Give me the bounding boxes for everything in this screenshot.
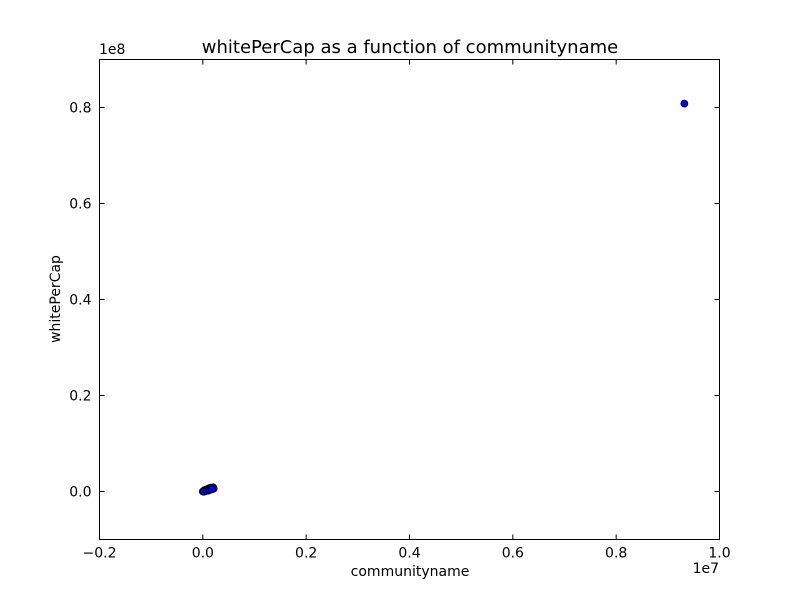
x-tick-label: 0.6 [502,546,524,562]
x-tick-label: −0.2 [83,546,117,562]
x-tick-label: 0.0 [192,546,214,562]
scatter-points [198,99,689,496]
y-axis-label: whitePerCap [48,255,64,343]
x-axis-multiplier: 1e7 [693,561,719,577]
y-axis-multiplier: 1e8 [99,42,125,58]
chart-title: whitePerCap as a function of communityna… [202,37,618,58]
y-tick-label: 0.6 [69,197,91,213]
x-tick-label: 0.8 [605,546,627,562]
y-tick-label: 0.0 [69,485,91,501]
plot-frame [99,59,720,540]
scatter-point [207,485,216,494]
y-tick-label: 0.2 [69,389,91,405]
x-axis-ticks: −0.2 0.0 0.2 0.4 0.6 0.8 1.0 [83,59,731,562]
scatter-point [680,99,689,108]
x-tick-label: 0.4 [398,546,420,562]
x-tick-label: 1.0 [708,546,730,562]
x-tick-label: 0.2 [295,546,317,562]
y-tick-label: 0.8 [69,101,91,117]
y-axis-ticks: 0.0 0.2 0.4 0.6 0.8 [69,101,720,501]
y-tick-label: 0.4 [69,293,91,309]
x-axis-label: communityname [351,564,470,580]
